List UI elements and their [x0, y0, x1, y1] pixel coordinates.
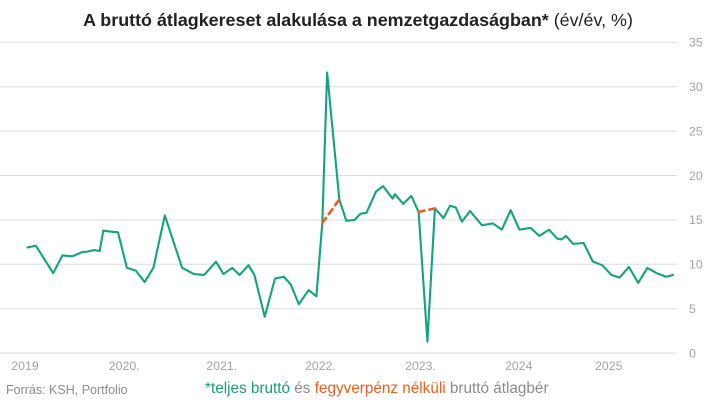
svg-text:20: 20 [689, 169, 703, 183]
svg-text:30: 30 [689, 80, 703, 94]
svg-text:15: 15 [689, 213, 703, 227]
svg-text:2020.: 2020. [109, 359, 140, 373]
svg-text:2022.: 2022. [305, 359, 336, 373]
svg-text:25: 25 [689, 124, 703, 138]
svg-text:35: 35 [689, 36, 703, 50]
svg-text:10: 10 [689, 258, 703, 272]
svg-text:2025: 2025 [595, 359, 623, 373]
svg-text:5: 5 [689, 302, 696, 316]
svg-text:0: 0 [689, 346, 696, 360]
svg-text:2023.: 2023. [405, 359, 436, 373]
svg-text:2019: 2019 [11, 359, 39, 373]
svg-text:2021.: 2021. [206, 359, 237, 373]
svg-text:2024: 2024 [505, 359, 533, 373]
